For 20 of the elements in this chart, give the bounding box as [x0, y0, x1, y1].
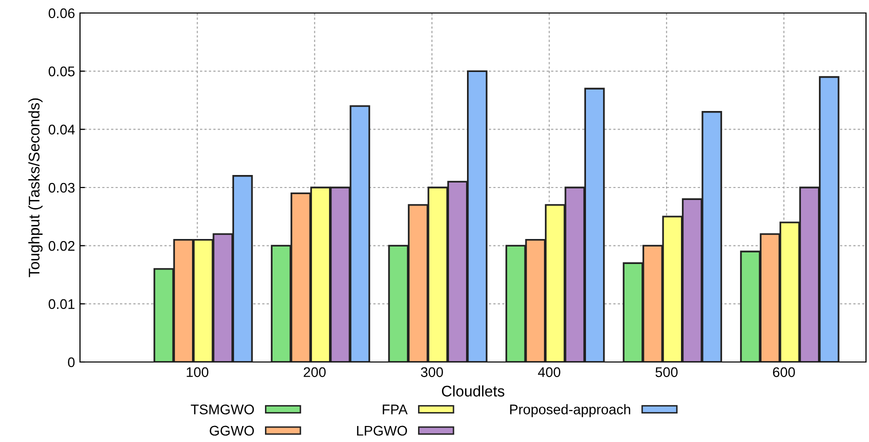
x-tick-label: 500 [656, 367, 678, 378]
y-tick-label: 0.03 [48, 182, 75, 193]
x-tick-label: 600 [773, 367, 795, 378]
y-tick-label: 0.01 [48, 299, 74, 310]
legend-label: Proposed-approach [510, 404, 630, 418]
y-tick-label: 0 [68, 357, 75, 368]
y-axis-title: Toughput (Tasks/Seconds) [28, 98, 43, 278]
x-tick-label: 100 [186, 367, 208, 378]
y-tick-label: 0.02 [48, 241, 74, 251]
y-tick-label: 0.04 [48, 124, 75, 135]
legend-label: LPGWO [357, 426, 407, 436]
y-tick-label: 0.05 [48, 66, 75, 76]
x-tick-label: 300 [420, 367, 443, 378]
legend-label: GGWO [210, 426, 254, 436]
legend-label: FPA [382, 404, 408, 414]
x-tick-label: 200 [304, 367, 326, 378]
legend-label: TSMGWO [190, 404, 254, 414]
x-axis-title: Cloudlets [442, 385, 504, 397]
y-tick-label: 0.06 [48, 8, 75, 18]
x-tick-label: 400 [538, 367, 560, 378]
